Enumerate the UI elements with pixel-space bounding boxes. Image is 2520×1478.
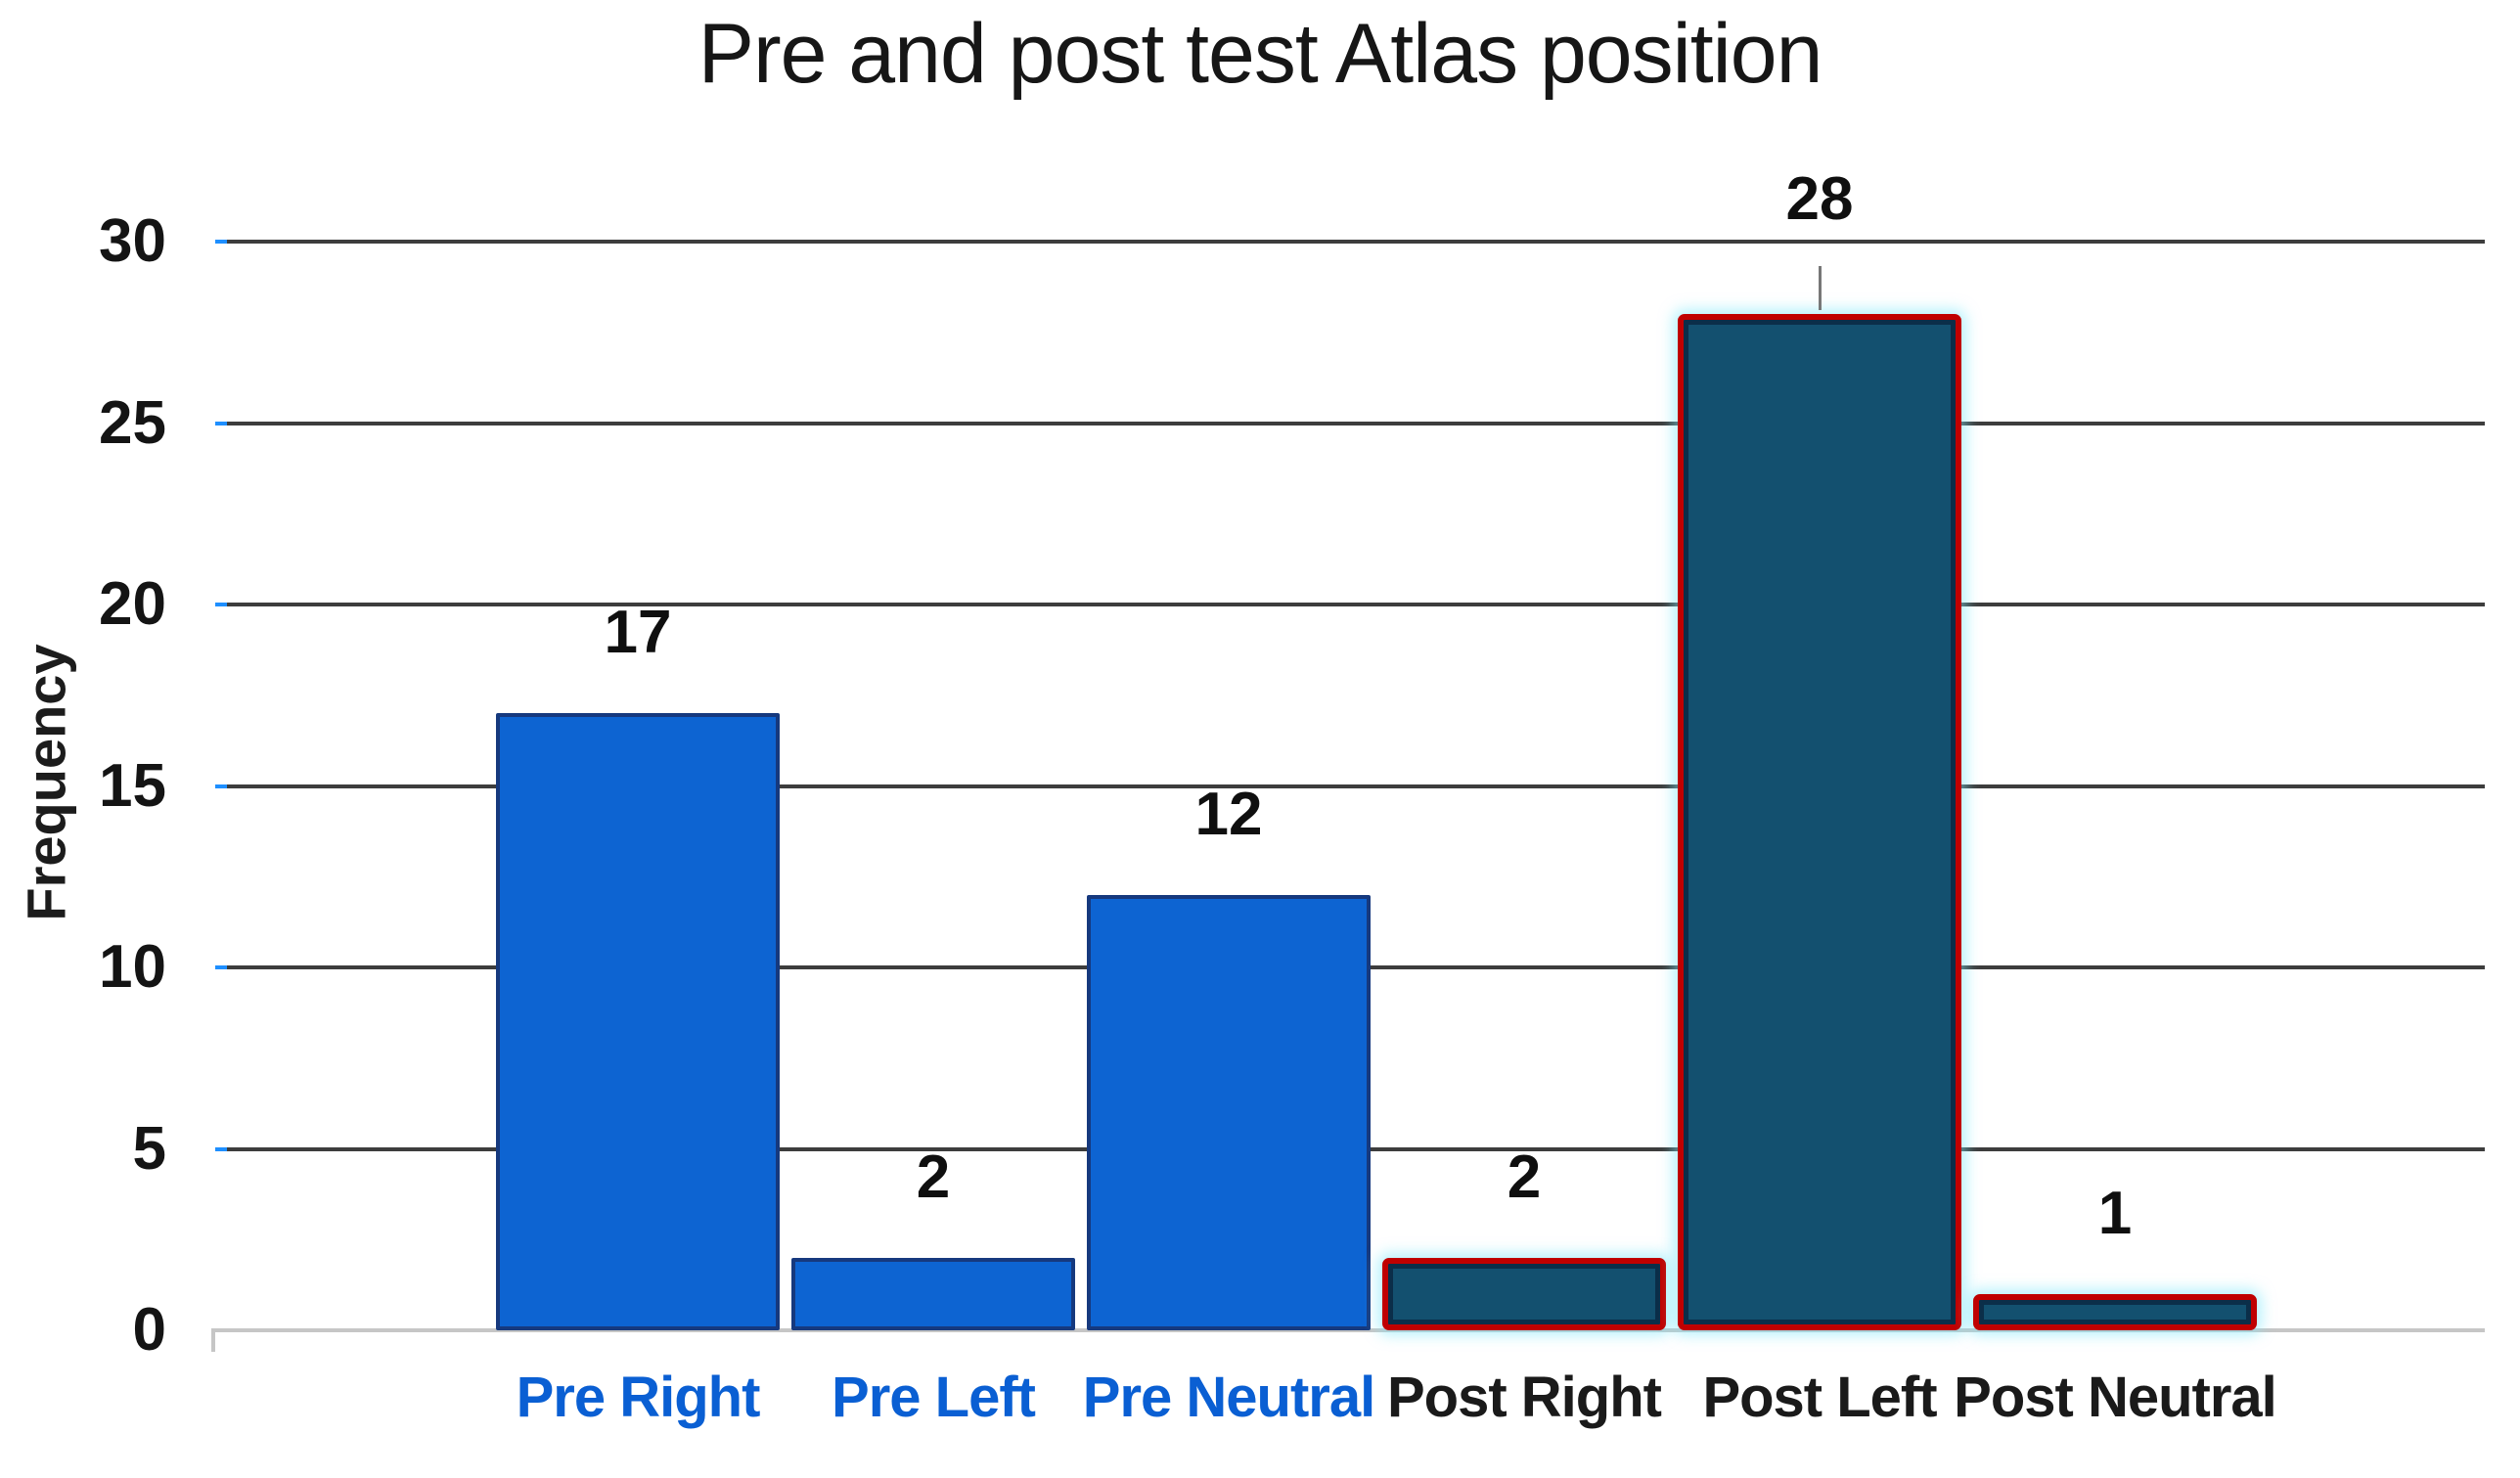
gridline-30 <box>215 240 2485 244</box>
bar-pre-neutral <box>1087 894 1371 1330</box>
x-axis-label-post-neutral: Post Neutral <box>1954 1366 2277 1429</box>
x-axis-label-pre-left: Pre Left <box>832 1366 1036 1429</box>
y-tick-label-25: 25 <box>99 388 166 457</box>
x-axis-line <box>211 1328 2485 1332</box>
y-tick-label-20: 20 <box>99 570 166 638</box>
bar-post-right <box>1382 1257 1666 1330</box>
bar-value-label-post-neutral: 1 <box>2097 1179 2133 1247</box>
chart-title: Pre and post test Atlas position <box>698 7 1823 101</box>
x-axis-label-post-right: Post Right <box>1387 1366 1662 1429</box>
y-tick-label-5: 5 <box>132 1114 166 1183</box>
bar-value-label-post-left: 28 <box>1785 165 1854 233</box>
gridline-15 <box>215 784 2485 788</box>
bar-value-label-pre-right: 17 <box>604 599 672 667</box>
x-axis-label-post-left: Post Left <box>1702 1366 1937 1429</box>
y-tick-label-30: 30 <box>99 207 166 275</box>
gridline-blue-tick-30 <box>215 240 227 244</box>
gridline-blue-tick-10 <box>215 965 227 969</box>
bar-pre-right <box>496 713 780 1330</box>
gridline-25 <box>215 421 2485 425</box>
y-tick-label-10: 10 <box>99 933 166 1001</box>
x-axis-corner-tick <box>211 1328 215 1352</box>
y-tick-label-15: 15 <box>99 751 166 820</box>
gridline-blue-tick-20 <box>215 603 227 606</box>
x-axis-label-pre-neutral: Pre Neutral <box>1082 1366 1375 1429</box>
gridline-blue-tick-15 <box>215 784 227 788</box>
gridline-blue-tick-5 <box>215 1146 227 1151</box>
bar-post-neutral <box>1973 1293 2257 1330</box>
bar-pre-left <box>791 1257 1075 1330</box>
x-axis-label-pre-right: Pre Right <box>516 1366 761 1429</box>
bar-value-label-pre-left: 2 <box>916 1142 951 1211</box>
bar-value-label-pre-neutral: 12 <box>1194 780 1263 848</box>
gridline-blue-tick-25 <box>215 421 227 425</box>
y-tick-label-0: 0 <box>132 1296 166 1364</box>
bar-post-left <box>1678 314 1961 1330</box>
bar-value-label-post-right: 2 <box>1507 1142 1542 1211</box>
gridline-20 <box>215 603 2485 606</box>
label-leader-line <box>1819 266 1822 311</box>
